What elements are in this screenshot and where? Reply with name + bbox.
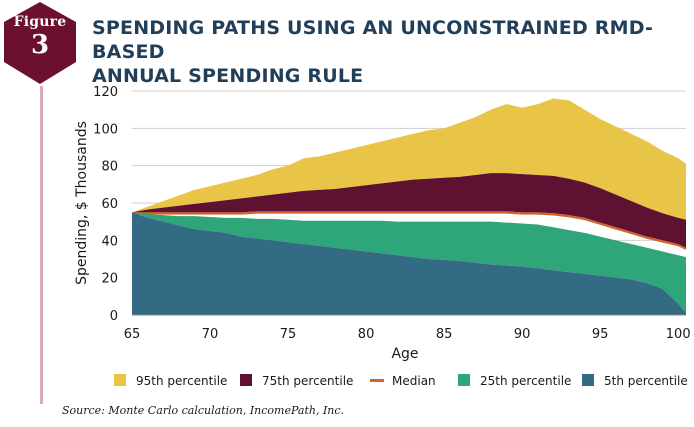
chart-title: SPENDING PATHS USING AN UNCONSTRAINED RM… xyxy=(92,16,682,88)
figure-number: 3 xyxy=(30,30,50,60)
figure-badge xyxy=(4,2,76,84)
legend-95th-percentile-label: 95th percentile xyxy=(136,374,227,388)
legend-25th-percentile: 25th percentile xyxy=(458,374,571,388)
band-5th-percentile xyxy=(132,212,686,315)
x-tick-label-85: 85 xyxy=(436,327,453,342)
figure-label: Figure xyxy=(13,14,67,30)
figure-badge-shape xyxy=(4,2,76,84)
y-axis-label: Spending, $ Thousands xyxy=(74,121,90,285)
legend: 95th percentile 75th percentile Median 25th… xyxy=(114,374,688,388)
y-tick-label-120: 120 xyxy=(93,85,118,100)
x-tick-label-80: 80 xyxy=(358,327,375,342)
percentile-bands xyxy=(132,98,686,315)
chart-title-line-2: ANNUAL SPENDING RULE xyxy=(92,65,364,87)
x-tick-label-95: 95 xyxy=(592,327,609,342)
chart-title-line-1: SPENDING PATHS USING AN UNCONSTRAINED RM… xyxy=(92,17,654,63)
axes: 0 20 40 60 80 100 120 65 70 75 80 85 90 95 100 Age Spend… xyxy=(74,85,691,362)
band-75th-percentile xyxy=(132,173,686,248)
legend-5th-percentile-label: 5th percentile xyxy=(604,374,688,388)
legend-5th-percentile-swatch xyxy=(582,374,594,386)
y-tick-label-0: 0 xyxy=(110,309,118,324)
legend-median: Median xyxy=(370,374,436,388)
source-note: Source: Monte Carlo calculation, IncomeP… xyxy=(62,404,345,417)
legend-95th-percentile: 95th percentile xyxy=(114,374,227,388)
legend-25th-percentile-label: 25th percentile xyxy=(480,374,571,388)
y-tick-label-40: 40 xyxy=(101,234,118,249)
legend-75th-percentile-swatch xyxy=(240,374,252,386)
y-tick-label-100: 100 xyxy=(93,122,118,137)
legend-25th-percentile-swatch xyxy=(458,374,470,386)
band-25th-percentile xyxy=(132,212,686,314)
spending-chart: 0 20 40 60 80 100 120 65 70 75 80 85 90 95 100 Age Spend… xyxy=(74,85,691,388)
x-tick-label-75: 75 xyxy=(280,327,297,342)
x-tick-label-90: 90 xyxy=(514,327,531,342)
y-tick-label-80: 80 xyxy=(101,160,118,175)
x-tick-label-65: 65 xyxy=(124,327,141,342)
legend-75th-percentile: 75th percentile xyxy=(240,374,353,388)
legend-median-swatch xyxy=(370,379,384,382)
legend-95th-percentile-swatch xyxy=(114,374,126,386)
legend-median-label: Median xyxy=(392,374,436,388)
x-tick-label-100: 100 xyxy=(666,327,691,342)
x-tick-label-70: 70 xyxy=(202,327,219,342)
legend-5th-percentile: 5th percentile xyxy=(582,374,688,388)
x-axis-label: Age xyxy=(391,346,418,362)
y-tick-label-20: 20 xyxy=(101,272,118,287)
accent-line xyxy=(40,86,43,404)
y-tick-label-60: 60 xyxy=(101,197,118,212)
legend-75th-percentile-label: 75th percentile xyxy=(262,374,353,388)
band-95th-percentile xyxy=(132,98,686,220)
